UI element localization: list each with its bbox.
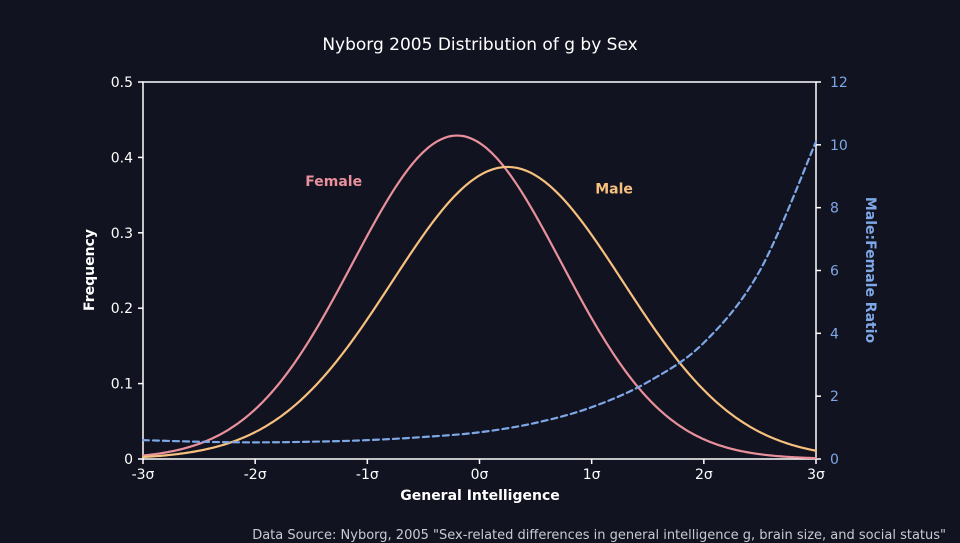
y-tick-label: 0 xyxy=(124,452,133,468)
y2-tick-label: 10 xyxy=(830,138,848,154)
y-axis-ticks: 0 0.1 0.2 0.3 0.4 0.5 xyxy=(111,75,143,468)
annotation-male: Male xyxy=(595,182,633,198)
y-tick-label: 0.4 xyxy=(111,150,133,166)
data-source-note: Data Source: Nyborg, 2005 "Sex-related d… xyxy=(252,528,946,543)
y-axis-label: Frequency xyxy=(82,229,98,311)
x-tick-label: -1σ xyxy=(356,467,379,483)
y-tick-label: 0.3 xyxy=(111,226,133,242)
y2-tick-label: 8 xyxy=(830,201,839,217)
series-line-female xyxy=(141,134,818,460)
x-tick-label: 1σ xyxy=(583,467,601,483)
series-line-male xyxy=(141,165,818,459)
y-tick-label: 0.1 xyxy=(111,377,133,393)
annotation-layer: Female Male xyxy=(305,174,633,198)
y2-axis-ticks: 0 2 4 6 8 10 12 xyxy=(816,75,848,468)
x-tick-label: 0σ xyxy=(471,467,489,483)
x-axis-label: General Intelligence xyxy=(400,488,560,504)
y2-tick-label: 4 xyxy=(830,326,839,342)
y2-tick-label: 2 xyxy=(830,389,839,405)
x-tick-label: -2σ xyxy=(244,467,267,483)
chart-title: Nyborg 2005 Distribution of g by Sex xyxy=(322,35,637,55)
annotation-female: Female xyxy=(305,174,362,190)
series-layer xyxy=(141,134,818,460)
y2-tick-label: 0 xyxy=(830,452,839,468)
y2-tick-label: 12 xyxy=(830,75,848,91)
x-tick-label: -3σ xyxy=(132,467,155,483)
x-tick-label: 2σ xyxy=(695,467,713,483)
plot-frame xyxy=(142,81,817,460)
y2-axis-label: Male:Female Ratio xyxy=(862,197,878,344)
series-line-male-female-ratio xyxy=(141,140,818,444)
y-tick-label: 0.5 xyxy=(111,75,133,91)
x-tick-label: 3σ xyxy=(807,467,825,483)
x-axis-ticks: -3σ -2σ -1σ 0σ 1σ 2σ 3σ xyxy=(132,459,825,483)
y-tick-label: 0.2 xyxy=(111,301,133,317)
y2-tick-label: 6 xyxy=(830,264,839,280)
